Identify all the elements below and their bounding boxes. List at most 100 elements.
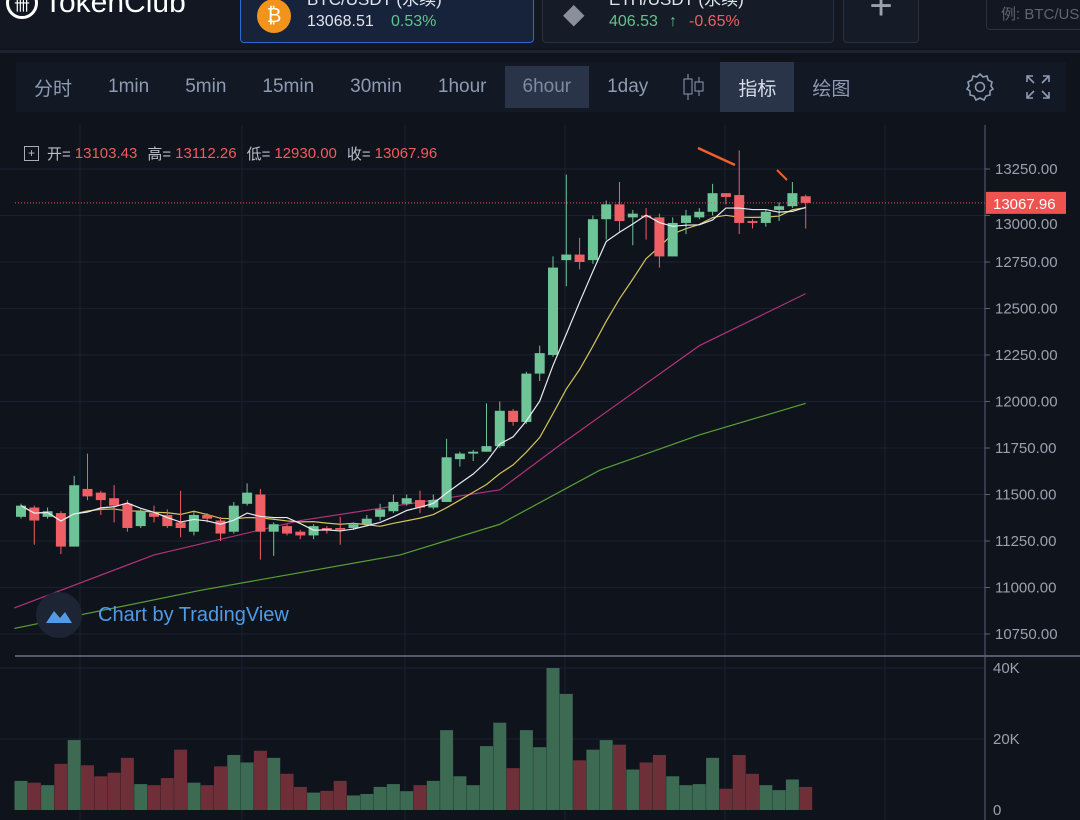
- price-tick-label: 13000.00: [995, 216, 1058, 233]
- volume-bar: [706, 757, 720, 810]
- candlestick-type-icon[interactable]: [666, 72, 720, 102]
- candle-down: [734, 195, 745, 223]
- volume-bar: [174, 749, 188, 810]
- price-tick-label: 12500.00: [995, 301, 1058, 318]
- volume-bar: [652, 754, 666, 810]
- candle-up: [760, 211, 771, 223]
- interval-30min[interactable]: 30min: [350, 76, 402, 97]
- volume-bar: [613, 744, 626, 810]
- high-value: 13112.26: [175, 145, 237, 162]
- high-label: 高=: [147, 146, 172, 163]
- open-value: 13103.43: [74, 145, 138, 162]
- volume-bar: [54, 763, 68, 810]
- tradingview-watermark[interactable]: Chart by TradingView: [36, 592, 289, 638]
- tradingview-logo-icon: [36, 592, 82, 638]
- annotation-arrow: [697, 146, 736, 167]
- candle-down: [321, 527, 332, 530]
- price-tick-label: 11500.00: [995, 487, 1056, 504]
- volume-bar: [333, 780, 347, 810]
- chart-toolbar: 分时 1min 5min 15min 30min 1hour 6hour 1da…: [16, 62, 1066, 112]
- ticker-card-btc[interactable]: ₿ BTC/USDT (永续) 13068.51 0.53%: [240, 0, 534, 43]
- candle-down: [574, 254, 585, 262]
- candle-up: [361, 518, 372, 525]
- volume-bar: [107, 772, 121, 810]
- last-price-label: 13067.96: [993, 196, 1056, 213]
- volume-bar: [426, 780, 440, 810]
- search-input[interactable]: 例: BTC/USDT: [986, 0, 1080, 30]
- volume-bar: [599, 740, 613, 810]
- candle-up: [441, 457, 452, 502]
- ohlc-legend: + 开= 13103.43 高= 13112.26 低= 12930.00 收= 130…: [24, 143, 443, 164]
- gear-icon[interactable]: [950, 71, 1010, 103]
- volume-bar: [772, 790, 786, 810]
- candle-down: [122, 503, 133, 528]
- price-chart[interactable]: 13250.00 13000.00 12750.00 12500.00 12250.00…: [0, 120, 1080, 820]
- volume-bar: [666, 776, 680, 810]
- volume-bar: [227, 754, 241, 810]
- ma30-line: [14, 293, 806, 609]
- ma10-line: [20, 207, 806, 527]
- low-label: 低=: [246, 146, 271, 163]
- volume-bar: [147, 785, 161, 810]
- candle-down: [641, 215, 652, 218]
- volume-bar: [240, 762, 254, 810]
- interval-1hour[interactable]: 1hour: [437, 76, 487, 97]
- candle-up: [188, 514, 199, 532]
- ticker-pair: BTC/USDT (永续): [307, 0, 442, 10]
- watermark-text: Chart by TradingView: [98, 603, 289, 626]
- candle-up: [494, 410, 505, 447]
- ticker-card-eth[interactable]: ◆ ETH/USDT (永续) 406.53 ↑ -0.65%: [542, 0, 834, 43]
- interval-6hour[interactable]: 6hour: [504, 66, 590, 108]
- volume-bar: [799, 786, 813, 810]
- low-value: 12930.00: [274, 145, 337, 162]
- volume-bar: [732, 754, 746, 810]
- volume-tick-label: 0: [993, 802, 1001, 819]
- volume-bar: [347, 795, 360, 810]
- candle-down: [654, 217, 665, 257]
- candle-up: [667, 222, 678, 257]
- candle-down: [415, 500, 425, 508]
- volume-bar: [480, 746, 493, 810]
- ma60-line: [14, 402, 806, 630]
- candle-down: [202, 514, 213, 519]
- bitcoin-icon: ₿: [257, 0, 291, 33]
- volume-bar: [267, 757, 281, 810]
- volume-bar: [200, 785, 214, 810]
- brand-logo[interactable]: 卌 TokenClub: [6, 0, 186, 20]
- candle-down: [29, 507, 40, 521]
- volume-bar: [27, 782, 41, 810]
- candle-up: [481, 446, 492, 452]
- candle-up: [69, 485, 80, 547]
- volume-bar: [639, 762, 653, 810]
- candle-up: [601, 204, 612, 220]
- candle-up: [268, 524, 279, 532]
- price-tick-label: 11000.00: [995, 580, 1056, 597]
- candle-down: [295, 531, 306, 536]
- add-ticker-button[interactable]: +: [843, 0, 919, 43]
- price-tick-label: 12000.00: [995, 394, 1058, 411]
- volume-bar: [14, 780, 28, 810]
- volume-bar: [533, 747, 547, 810]
- volume-bar: [626, 769, 640, 810]
- interval-5min[interactable]: 5min: [185, 76, 227, 97]
- open-label: 开=: [47, 146, 71, 163]
- volume-bar: [160, 778, 174, 810]
- volume-bar: [360, 794, 374, 810]
- fullscreen-icon[interactable]: [1010, 73, 1066, 101]
- expand-legend-icon[interactable]: +: [24, 146, 39, 161]
- drawing-button[interactable]: 绘图: [812, 78, 851, 100]
- candle-up: [135, 511, 146, 527]
- indicators-button[interactable]: 指标: [720, 62, 795, 112]
- volume-bar: [746, 773, 759, 810]
- interval-1min[interactable]: 1min: [108, 76, 150, 97]
- ticker-price: 406.53: [609, 13, 658, 30]
- volume-bar: [320, 790, 334, 810]
- interval-15min[interactable]: 15min: [262, 76, 315, 97]
- ticker-change: -0.65%: [689, 13, 740, 30]
- interval-1day[interactable]: 1day: [607, 76, 649, 97]
- interval-fenshi[interactable]: 分时: [34, 78, 73, 100]
- volume-bar: [573, 760, 587, 810]
- volume-bar: [506, 768, 520, 810]
- price-tick-label: 12750.00: [995, 254, 1058, 271]
- candle-down: [95, 492, 106, 501]
